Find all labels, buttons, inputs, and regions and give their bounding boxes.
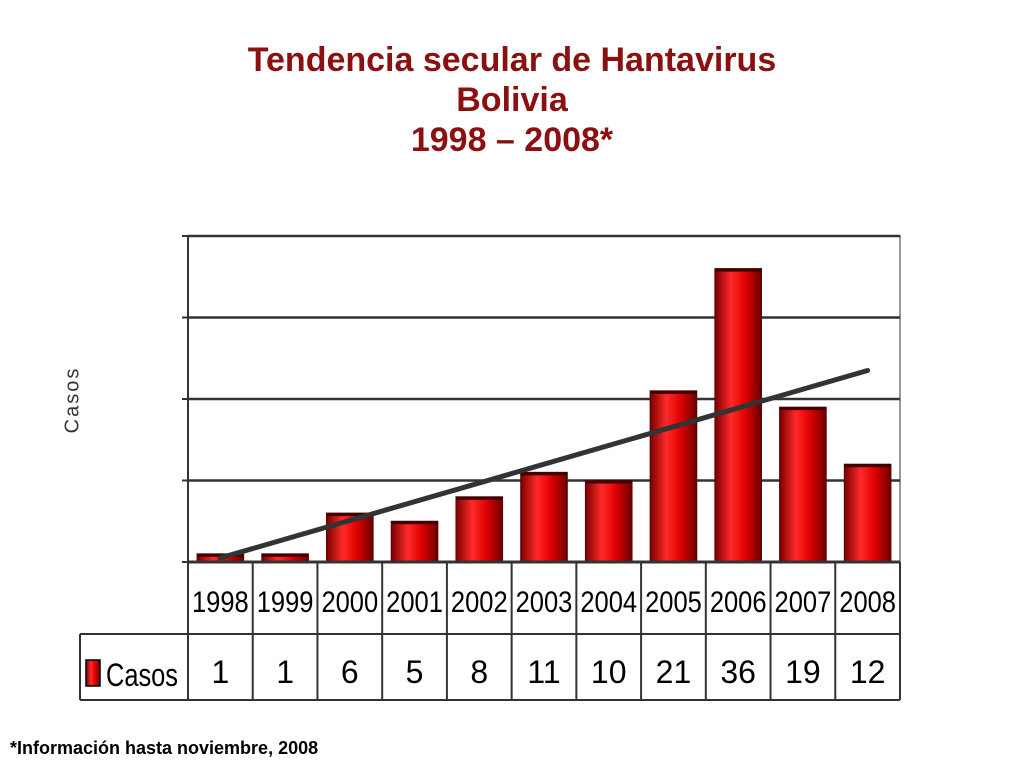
bar-top-2003 — [520, 472, 568, 476]
bar-top-2001 — [391, 521, 438, 525]
data-label: 11 — [527, 654, 560, 690]
legend-swatch — [85, 659, 101, 687]
x-tick-label: 2008 — [839, 586, 896, 619]
bar-2001 — [390, 520, 439, 563]
x-tick-label: 2001 — [386, 586, 443, 619]
footnote: *Información hasta noviembre, 2008 — [10, 738, 319, 758]
bar-top-2000 — [326, 513, 374, 517]
x-tick-label: 1999 — [257, 586, 314, 619]
bar-2003 — [520, 471, 568, 563]
x-tick-label: 2003 — [516, 586, 573, 619]
data-label: 10 — [591, 654, 627, 690]
bar-2007 — [779, 406, 827, 563]
data-label: 1 — [211, 654, 229, 690]
data-label: 21 — [656, 654, 692, 690]
title-line-3: 1998 – 2008* — [410, 121, 614, 159]
bar-top-2005 — [650, 390, 697, 394]
data-label: 5 — [406, 654, 424, 690]
bars — [196, 268, 892, 563]
bar-top-2004 — [585, 480, 633, 484]
data-table: 1998 1 1999 1 2000 6 2001 5 2002 8 2003 11 2004 10 200… — [79, 562, 901, 701]
data-label: 8 — [470, 654, 488, 690]
bar-2004 — [584, 480, 633, 563]
x-tick-label: 2006 — [710, 586, 767, 619]
data-label: 1 — [276, 654, 294, 690]
data-label: 12 — [850, 654, 886, 690]
bar-2002 — [455, 496, 504, 563]
bar-top-2006 — [714, 268, 762, 272]
x-tick-label: 2005 — [645, 586, 702, 619]
title-line-2: Bolivia — [456, 81, 568, 119]
x-tick-label: 1998 — [192, 586, 249, 619]
x-tick-label: 2004 — [580, 586, 637, 619]
x-tick-label: 2000 — [321, 586, 378, 619]
data-label: 36 — [720, 654, 756, 690]
bar-top-2008 — [844, 464, 891, 468]
bar-top-2002 — [455, 496, 503, 500]
bar-top-2007 — [779, 407, 827, 411]
data-label: 6 — [341, 654, 359, 690]
chart-title: Tendencia secular de Hantavirus Bolivia … — [0, 40, 1024, 160]
trend-line — [217, 367, 871, 561]
bar-2005 — [649, 390, 698, 563]
data-label: 19 — [785, 654, 821, 690]
title-line-1: Tendencia secular de Hantavirus — [247, 41, 777, 79]
x-tick-label: 2002 — [451, 586, 508, 619]
bar-2006 — [714, 268, 762, 563]
x-tick-label: 2007 — [775, 586, 832, 619]
legend-label: Casos — [106, 657, 178, 693]
bar-top-1999 — [261, 553, 309, 557]
bar-2008 — [843, 463, 892, 563]
